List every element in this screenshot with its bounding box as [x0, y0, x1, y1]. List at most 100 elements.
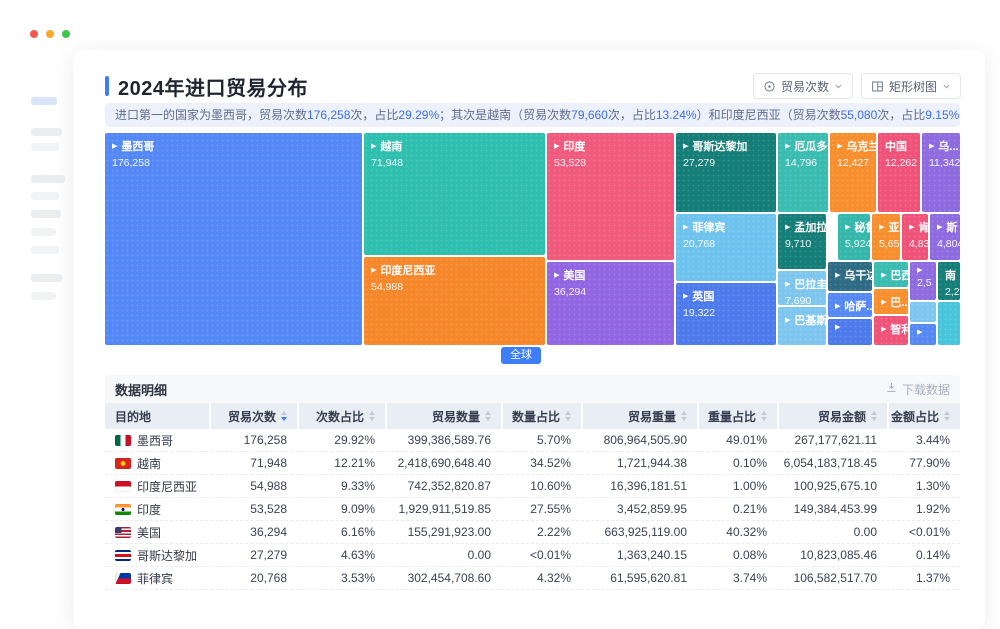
- table-header-row: 目的地 贸易次数 次数占比 贸易数量 数量占比 贸易重量 重量占比 贸易金额 金额占比: [105, 403, 960, 429]
- table-row[interactable]: 菲律宾 20,768 3.53% 302,454,708.60 4.32% 61,595,…: [105, 567, 960, 590]
- value-cell: 12.21%: [334, 456, 375, 470]
- value-cell: 0.00: [467, 548, 491, 562]
- sidebar-placeholder[interactable]: [31, 128, 62, 136]
- treemap-tile-uk[interactable]: ▶ 英国 19,322: [676, 283, 776, 345]
- value-cell: 1.37%: [915, 571, 950, 585]
- treemap-tile-teal-sm[interactable]: [938, 302, 960, 345]
- country-name: 印度尼西亚: [137, 479, 198, 494]
- country-name: 菲律宾: [137, 571, 174, 586]
- treemap-tile-usa[interactable]: ▶ 美国 36,294: [547, 262, 674, 345]
- table-row[interactable]: 越南 71,948 12.21% 2,418,690,648.40 34.52% 1,72…: [105, 452, 960, 475]
- sidebar-placeholder[interactable]: [31, 246, 59, 254]
- treemap-tile-ya-truncated[interactable]: ▶亚 5,650: [872, 214, 900, 260]
- treemap-tile-vietnam[interactable]: ▶ 越南 71,948: [364, 133, 545, 255]
- metric-select-button[interactable]: 贸易次数: [752, 73, 853, 99]
- treemap-tile-ecuador[interactable]: ▶厄瓜多尔 14,796: [778, 133, 828, 212]
- tile-label: 肯: [918, 222, 928, 234]
- sort-icon[interactable]: [565, 411, 571, 421]
- tile-label: 南: [945, 270, 956, 282]
- sort-icon[interactable]: [681, 411, 687, 421]
- close-window-button[interactable]: [30, 30, 38, 38]
- title-accent-bar: [105, 76, 109, 96]
- treemap-tile-arrow-blue[interactable]: ▶: [910, 324, 936, 345]
- value-cell: 9.33%: [340, 479, 375, 493]
- tile-value: 4,804: [937, 238, 960, 250]
- treemap-tile-u-truncated[interactable]: ▶ 乌... 11,342: [922, 133, 960, 212]
- table-row[interactable]: 墨西哥 176,258 29.92% 399,386,589.76 5.70% 806,9…: [105, 429, 960, 452]
- treemap-tile-chile[interactable]: ▶ 智利: [874, 316, 908, 345]
- column-header-2[interactable]: 贸易次数: [209, 403, 297, 429]
- sort-icon[interactable]: [369, 411, 375, 421]
- treemap-tile-paraguay[interactable]: ▶ 巴拉圭 7,690: [778, 271, 826, 305]
- sidebar-placeholder[interactable]: [31, 192, 59, 200]
- value-cell: 77.90%: [909, 456, 950, 470]
- treemap-tile-mexico[interactable]: ▶ 墨西哥 176,258: [105, 133, 362, 345]
- page-header: 2024年进口贸易分布 贸易次数 矩形树图: [105, 72, 961, 100]
- tile-label: 乌干达: [844, 270, 872, 282]
- treemap-tile-purple-25[interactable]: ▶ 2,5: [910, 262, 936, 300]
- value-cell: 0.10%: [732, 456, 767, 470]
- column-header-3[interactable]: 次数占比: [297, 403, 385, 429]
- expand-icon: ▶: [683, 223, 689, 231]
- treemap-tile-south-22[interactable]: 南 2,2: [938, 262, 960, 300]
- column-header-6[interactable]: 贸易重量: [581, 403, 697, 429]
- treemap-tile-philippines[interactable]: ▶ 菲律宾 20,768: [676, 214, 776, 281]
- treemap-tile-costa-rica[interactable]: ▶ 哥斯达黎加 27,279: [676, 133, 776, 212]
- sidebar-placeholder[interactable]: [31, 143, 59, 151]
- country-name: 越南: [137, 456, 162, 471]
- expand-icon: ▶: [835, 271, 841, 279]
- sort-icon[interactable]: [281, 411, 287, 421]
- treemap-tile-brazil[interactable]: ▶ 巴西: [874, 262, 908, 287]
- tile-value: 12,262: [885, 157, 918, 169]
- treemap-tile-peru[interactable]: ▶秘鲁 5,924: [838, 214, 870, 260]
- sort-icon[interactable]: [871, 411, 877, 421]
- sort-icon[interactable]: [761, 411, 767, 421]
- table-row[interactable]: 印度尼西亚 54,988 9.33% 742,352,820.87 10.60% 16,3…: [105, 475, 960, 498]
- treemap-tile-kazakhstan[interactable]: ▶哈萨...: [828, 293, 872, 317]
- sidebar-placeholder[interactable]: [31, 292, 56, 300]
- sidebar-item-active[interactable]: [31, 97, 57, 105]
- value-cell: 106,582,517.70: [793, 571, 877, 585]
- tile-label: 菲律宾: [692, 222, 726, 234]
- treemap-tile-india[interactable]: ▶ 印度 53,528: [547, 133, 674, 260]
- sidebar-placeholder[interactable]: [31, 274, 62, 282]
- treemap-tile-indonesia[interactable]: ▶ 印度尼西亚 54,988: [364, 257, 545, 345]
- column-header-4[interactable]: 贸易数量: [385, 403, 501, 429]
- banner-highlight-value: 13.24%: [655, 108, 697, 122]
- treemap-tile-ken-truncated[interactable]: ▶肯 4,836: [902, 214, 928, 260]
- treemap-tile-tiny-blue-1[interactable]: ▶: [828, 319, 872, 345]
- column-header-8[interactable]: 贸易金额: [777, 403, 887, 429]
- sidebar-placeholder[interactable]: [31, 228, 56, 236]
- table-row[interactable]: 美国 36,294 6.16% 155,291,923.00 2.22% 663,925,…: [105, 521, 960, 544]
- sidebar-placeholder[interactable]: [31, 210, 61, 218]
- treemap-tile-si-truncated[interactable]: ▶斯 4,804: [930, 214, 960, 260]
- treemap-tile-ba-truncated[interactable]: ▶巴...: [874, 289, 908, 314]
- dashboard-card: 2024年进口贸易分布 贸易次数 矩形树图 进口第一的国家为墨西哥，贸易次数17…: [73, 50, 985, 629]
- treemap-tile-pakistan[interactable]: ▶巴基斯坦: [778, 307, 826, 345]
- banner-text: ）。: [959, 108, 960, 122]
- column-header-7[interactable]: 重量占比: [697, 403, 777, 429]
- sidebar-placeholder[interactable]: [31, 175, 65, 183]
- treemap-tile-ukraine[interactable]: ▶ 乌克兰 12,427: [830, 133, 876, 212]
- tile-value: 20,768: [683, 238, 716, 250]
- banner-highlight-value: 79,660: [571, 108, 608, 122]
- table-row[interactable]: 哥斯达黎加 27,279 4.63% 0.00 <0.01% 1,363,240.15 0.…: [105, 544, 960, 567]
- treemap-tile-china[interactable]: 中国 12,262: [878, 133, 920, 212]
- sort-icon[interactable]: [944, 411, 950, 421]
- treemap-tile-lightblue-sm[interactable]: [910, 302, 936, 322]
- column-label: 贸易次数: [227, 409, 276, 424]
- download-data-button[interactable]: 下载数据: [885, 381, 950, 398]
- maximize-window-button[interactable]: [62, 30, 70, 38]
- table-row[interactable]: 印度 53,528 9.09% 1,929,911,519.85 27.55% 3,452…: [105, 498, 960, 521]
- sort-icon[interactable]: [485, 411, 491, 421]
- value-cell: 302,454,708.60: [407, 571, 491, 585]
- column-header-9[interactable]: 金额占比: [887, 403, 960, 429]
- tile-label: 亚: [888, 222, 900, 234]
- chart-type-select-button[interactable]: 矩形树图: [860, 73, 961, 99]
- value-cell: 40.32%: [726, 525, 767, 539]
- minimize-window-button[interactable]: [46, 30, 54, 38]
- column-header-5[interactable]: 数量占比: [501, 403, 581, 429]
- treemap-tile-uganda[interactable]: ▶ 乌干达: [828, 262, 872, 291]
- treemap-breadcrumb-global[interactable]: 全球: [501, 347, 541, 364]
- treemap-tile-bangladesh[interactable]: ▶孟加拉国 9,710: [778, 214, 826, 269]
